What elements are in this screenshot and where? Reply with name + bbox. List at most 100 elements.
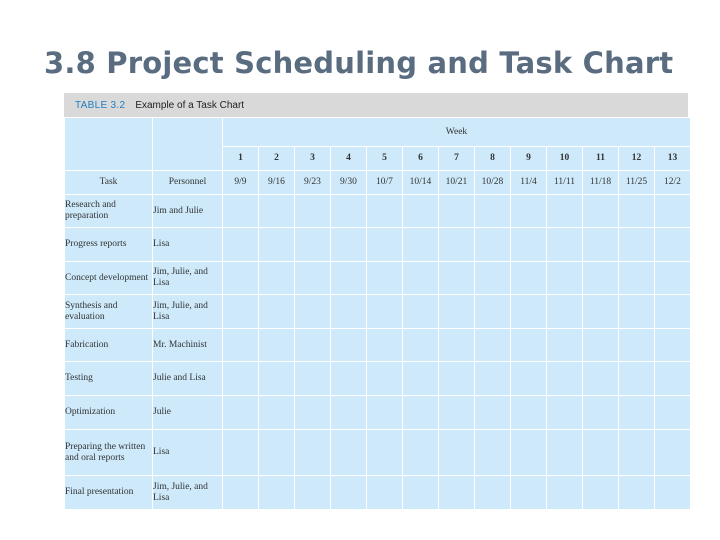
schedule-cell-week-6 xyxy=(402,328,439,362)
schedule-cell-week-13 xyxy=(654,328,691,362)
week-date-12: 11/25 xyxy=(618,170,655,195)
schedule-cell-week-10 xyxy=(546,294,583,329)
schedule-cell-week-4 xyxy=(330,429,367,476)
table-row: Progress reports Lisa xyxy=(64,227,691,262)
week-number-5: 5 xyxy=(366,146,403,171)
task-name: Concept development xyxy=(64,261,153,295)
schedule-cell-week-8 xyxy=(474,328,511,362)
schedule-cell-week-7 xyxy=(438,395,475,430)
table-caption-text: Example of a Task Chart xyxy=(135,99,245,111)
schedule-cell-week-7 xyxy=(438,475,475,510)
schedule-cell-week-2 xyxy=(258,429,295,476)
schedule-cell-week-12 xyxy=(618,475,655,510)
personnel-name: Jim, Julie, and Lisa xyxy=(152,294,223,329)
schedule-cell-week-8 xyxy=(474,395,511,430)
schedule-cell-week-9 xyxy=(510,328,547,362)
personnel-name: Lisa xyxy=(152,429,223,476)
schedule-cell-week-10 xyxy=(546,328,583,362)
schedule-cell-week-2 xyxy=(258,294,295,329)
personnel-name: Lisa xyxy=(152,227,223,262)
task-name: Testing xyxy=(64,361,153,396)
schedule-cell-week-11 xyxy=(582,294,619,329)
schedule-cell-week-3 xyxy=(294,328,331,362)
schedule-cell-week-8 xyxy=(474,475,511,510)
schedule-cell-week-2 xyxy=(258,194,295,228)
task-chart-table: Week 1 2 3 4 5 6 7 8 9 10 11 12 13 Task Personnel 9/… xyxy=(64,117,691,510)
task-name: Preparing the written and oral reports xyxy=(64,429,153,476)
schedule-cell-week-1 xyxy=(222,227,259,262)
week-date-9: 11/4 xyxy=(510,170,547,195)
schedule-cell-week-2 xyxy=(258,395,295,430)
schedule-cell-week-1 xyxy=(222,395,259,430)
schedule-cell-week-4 xyxy=(330,227,367,262)
schedule-cell-week-13 xyxy=(654,395,691,430)
schedule-cell-week-9 xyxy=(510,261,547,295)
personnel-name: Jim, Julie, and Lisa xyxy=(152,261,223,295)
schedule-cell-week-2 xyxy=(258,328,295,362)
task-name: Final presentation xyxy=(64,475,153,510)
week-date-5: 10/7 xyxy=(366,170,403,195)
schedule-cell-week-13 xyxy=(654,361,691,396)
week-date-10: 11/11 xyxy=(546,170,583,195)
schedule-cell-week-9 xyxy=(510,227,547,262)
schedule-cell-week-7 xyxy=(438,294,475,329)
schedule-cell-week-10 xyxy=(546,361,583,396)
week-date-3: 9/23 xyxy=(294,170,331,195)
schedule-cell-week-7 xyxy=(438,328,475,362)
personnel-name: Jim and Julie xyxy=(152,194,223,228)
schedule-cell-week-3 xyxy=(294,429,331,476)
schedule-cell-week-9 xyxy=(510,475,547,510)
schedule-cell-week-3 xyxy=(294,194,331,228)
schedule-cell-week-12 xyxy=(618,261,655,295)
schedule-cell-week-5 xyxy=(366,395,403,430)
schedule-cell-week-12 xyxy=(618,194,655,228)
header-blank-personnel xyxy=(152,117,223,171)
schedule-cell-week-8 xyxy=(474,429,511,476)
schedule-cell-week-9 xyxy=(510,395,547,430)
slide-title: 3.8 Project Scheduling and Task Chart xyxy=(44,46,674,80)
schedule-cell-week-2 xyxy=(258,475,295,510)
schedule-cell-week-11 xyxy=(582,475,619,510)
schedule-cell-week-9 xyxy=(510,194,547,228)
personnel-name: Jim, Julie, and Lisa xyxy=(152,475,223,510)
schedule-cell-week-3 xyxy=(294,361,331,396)
schedule-cell-week-1 xyxy=(222,361,259,396)
schedule-cell-week-6 xyxy=(402,294,439,329)
table-caption-number: TABLE 3.2 xyxy=(75,99,126,111)
schedule-cell-week-13 xyxy=(654,475,691,510)
schedule-cell-week-10 xyxy=(546,475,583,510)
schedule-cell-week-5 xyxy=(366,328,403,362)
schedule-cell-week-4 xyxy=(330,475,367,510)
schedule-cell-week-8 xyxy=(474,194,511,228)
schedule-cell-week-3 xyxy=(294,294,331,329)
table-row: Final presentation Jim, Julie, and Lisa xyxy=(64,475,691,510)
week-number-11: 11 xyxy=(582,146,619,171)
schedule-cell-week-5 xyxy=(366,261,403,295)
schedule-cell-week-6 xyxy=(402,429,439,476)
schedule-cell-week-12 xyxy=(618,429,655,476)
table-row: Concept development Jim, Julie, and Lisa xyxy=(64,261,691,295)
table-row: Optimization Julie xyxy=(64,395,691,430)
schedule-cell-week-13 xyxy=(654,429,691,476)
schedule-cell-week-7 xyxy=(438,194,475,228)
schedule-cell-week-3 xyxy=(294,261,331,295)
schedule-cell-week-1 xyxy=(222,328,259,362)
schedule-cell-week-10 xyxy=(546,261,583,295)
schedule-cell-week-11 xyxy=(582,261,619,295)
schedule-cell-week-6 xyxy=(402,261,439,295)
personnel-name: Julie xyxy=(152,395,223,430)
schedule-cell-week-4 xyxy=(330,328,367,362)
week-number-7: 7 xyxy=(438,146,475,171)
schedule-cell-week-10 xyxy=(546,429,583,476)
table-row: Preparing the written and oral reports Li… xyxy=(64,429,691,476)
week-number-6: 6 xyxy=(402,146,439,171)
schedule-cell-week-1 xyxy=(222,475,259,510)
schedule-cell-week-9 xyxy=(510,429,547,476)
header-week: Week xyxy=(222,117,691,147)
week-number-2: 2 xyxy=(258,146,295,171)
schedule-cell-week-9 xyxy=(510,294,547,329)
week-number-3: 3 xyxy=(294,146,331,171)
schedule-cell-week-5 xyxy=(366,475,403,510)
schedule-cell-week-13 xyxy=(654,261,691,295)
week-date-11: 11/18 xyxy=(582,170,619,195)
